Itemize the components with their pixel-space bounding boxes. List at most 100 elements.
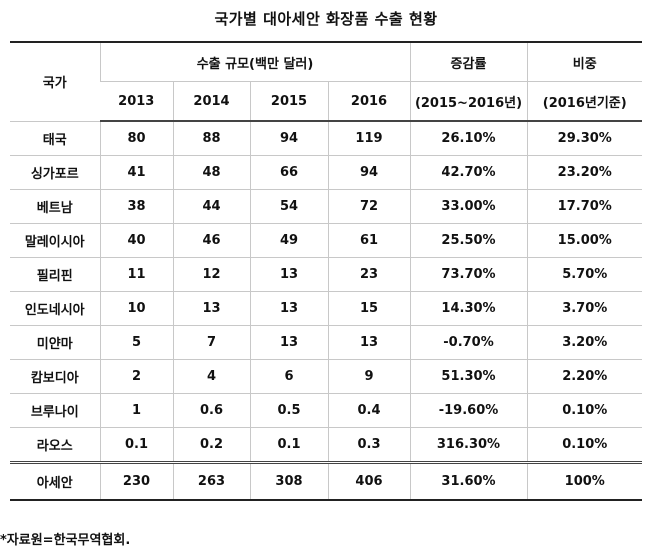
share-cell: 23.20% (526, 155, 642, 190)
table-row: 싱가포르 41 48 66 94 42.70% 23.20% (10, 155, 642, 190)
value-2016-cell: 94 (327, 155, 410, 190)
table-row: 캄보디아 2 4 6 9 51.30% 2.20% (10, 359, 642, 394)
value-2014-cell: 7 (172, 325, 250, 360)
header-year-2016: 2016 (327, 81, 410, 122)
value-2014-cell: 12 (172, 257, 250, 292)
header-share-basis: (2016년기준) (526, 81, 642, 122)
value-2016-cell: 9 (327, 359, 410, 394)
total-growth-cell: 31.60% (409, 461, 527, 501)
value-2013-cell: 5 (99, 325, 173, 360)
total-share-cell: 100% (526, 461, 642, 501)
share-cell: 2.20% (526, 359, 642, 394)
growth-cell: 42.70% (409, 155, 527, 190)
growth-cell: 14.30% (409, 291, 527, 326)
value-2015-cell: 13 (249, 325, 328, 360)
growth-cell: 73.70% (409, 257, 527, 292)
header-row-top: 국가 수출 규모(백만 달러) 증감률 비중 (10, 41, 642, 122)
header-growth-period: (2015~2016년) (409, 81, 527, 122)
value-2015-cell: 0.5 (249, 393, 328, 428)
share-cell: 29.30% (526, 120, 642, 156)
share-cell: 17.70% (526, 189, 642, 224)
value-2014-cell: 13 (172, 291, 250, 326)
value-2016-cell: 13 (327, 325, 410, 360)
source-note: *자료원=한국무역협회. (0, 533, 131, 548)
header-export-scale: 수출 규모(백만 달러) (99, 41, 410, 82)
share-cell: 15.00% (526, 223, 642, 258)
table-row: 미얀마 5 7 13 13 -0.70% 3.20% (10, 325, 642, 360)
growth-cell: -0.70% (409, 325, 527, 360)
value-2013-cell: 11 (99, 257, 173, 292)
table-row: 베트남 38 44 54 72 33.00% 17.70% (10, 189, 642, 224)
header-year-2015: 2015 (249, 81, 328, 122)
header-country: 국가 (10, 41, 100, 122)
growth-cell: 316.30% (409, 427, 527, 463)
value-2015-cell: 13 (249, 257, 328, 292)
value-2013-cell: 38 (99, 189, 173, 224)
share-cell: 0.10% (526, 393, 642, 428)
share-cell: 3.20% (526, 325, 642, 360)
value-2014-cell: 46 (172, 223, 250, 258)
table-row: 태국 80 88 94 119 26.10% 29.30% (10, 120, 642, 156)
value-2015-cell: 94 (249, 120, 328, 156)
table-row: 인도네시아 10 13 13 15 14.30% 3.70% (10, 291, 642, 326)
growth-cell: 33.00% (409, 189, 527, 224)
country-cell: 싱가포르 (10, 155, 100, 190)
value-2016-cell: 61 (327, 223, 410, 258)
growth-cell: 25.50% (409, 223, 527, 258)
value-2013-cell: 80 (99, 120, 173, 156)
value-2016-cell: 15 (327, 291, 410, 326)
value-2013-cell: 2 (99, 359, 173, 394)
share-cell: 0.10% (526, 427, 642, 463)
value-2016-cell: 0.3 (327, 427, 410, 463)
country-cell: 말레이시아 (10, 223, 100, 258)
growth-cell: -19.60% (409, 393, 527, 428)
header-growth: 증감률 (409, 41, 527, 82)
table-row: 브루나이 1 0.6 0.5 0.4 -19.60% 0.10% (10, 393, 642, 428)
value-2015-cell: 13 (249, 291, 328, 326)
value-2013-cell: 10 (99, 291, 173, 326)
country-cell: 태국 (10, 120, 100, 156)
value-2015-cell: 49 (249, 223, 328, 258)
header-row-bottom: 2013 2014 2015 2016 (2015~2016년) (2016년기… (10, 81, 642, 122)
total-2014-cell: 263 (172, 461, 250, 501)
value-2015-cell: 6 (249, 359, 328, 394)
table-row: 필리핀 11 12 13 23 73.70% 5.70% (10, 257, 642, 292)
table-title: 국가별 대아세안 화장품 수출 현황 (214, 10, 438, 28)
value-2014-cell: 0.2 (172, 427, 250, 463)
value-2014-cell: 88 (172, 120, 250, 156)
value-2013-cell: 40 (99, 223, 173, 258)
total-country-cell: 아세안 (10, 461, 100, 501)
country-cell: 인도네시아 (10, 291, 100, 326)
header-year-2013: 2013 (100, 81, 173, 122)
total-2016-cell: 406 (327, 461, 410, 501)
value-2014-cell: 48 (172, 155, 250, 190)
value-2013-cell: 41 (99, 155, 173, 190)
table-row: 라오스 0.1 0.2 0.1 0.3 316.30% 0.10% (10, 427, 642, 463)
country-cell: 라오스 (10, 427, 100, 463)
total-2013-cell: 230 (99, 461, 173, 501)
country-cell: 캄보디아 (10, 359, 100, 394)
country-cell: 브루나이 (10, 393, 100, 428)
value-2013-cell: 0.1 (99, 427, 173, 463)
country-cell: 미얀마 (10, 325, 100, 360)
value-2014-cell: 0.6 (172, 393, 250, 428)
table-header: 국가 수출 규모(백만 달러) 증감률 비중 2013 2014 2015 20… (10, 41, 642, 122)
country-cell: 베트남 (10, 189, 100, 224)
value-2016-cell: 119 (327, 120, 410, 156)
export-table: 국가 수출 규모(백만 달러) 증감률 비중 2013 2014 2015 20… (10, 41, 642, 501)
value-2016-cell: 23 (327, 257, 410, 292)
value-2014-cell: 44 (172, 189, 250, 224)
value-2015-cell: 66 (249, 155, 328, 190)
value-2016-cell: 72 (327, 189, 410, 224)
value-2013-cell: 1 (99, 393, 173, 428)
value-2016-cell: 0.4 (327, 393, 410, 428)
share-cell: 3.70% (526, 291, 642, 326)
total-2015-cell: 308 (249, 461, 328, 501)
value-2015-cell: 54 (249, 189, 328, 224)
total-row: 아세안 230 263 308 406 31.60% 100% (10, 461, 642, 501)
share-cell: 5.70% (526, 257, 642, 292)
value-2014-cell: 4 (172, 359, 250, 394)
header-year-2014: 2014 (172, 81, 250, 122)
growth-cell: 51.30% (409, 359, 527, 394)
header-share: 비중 (526, 41, 642, 82)
